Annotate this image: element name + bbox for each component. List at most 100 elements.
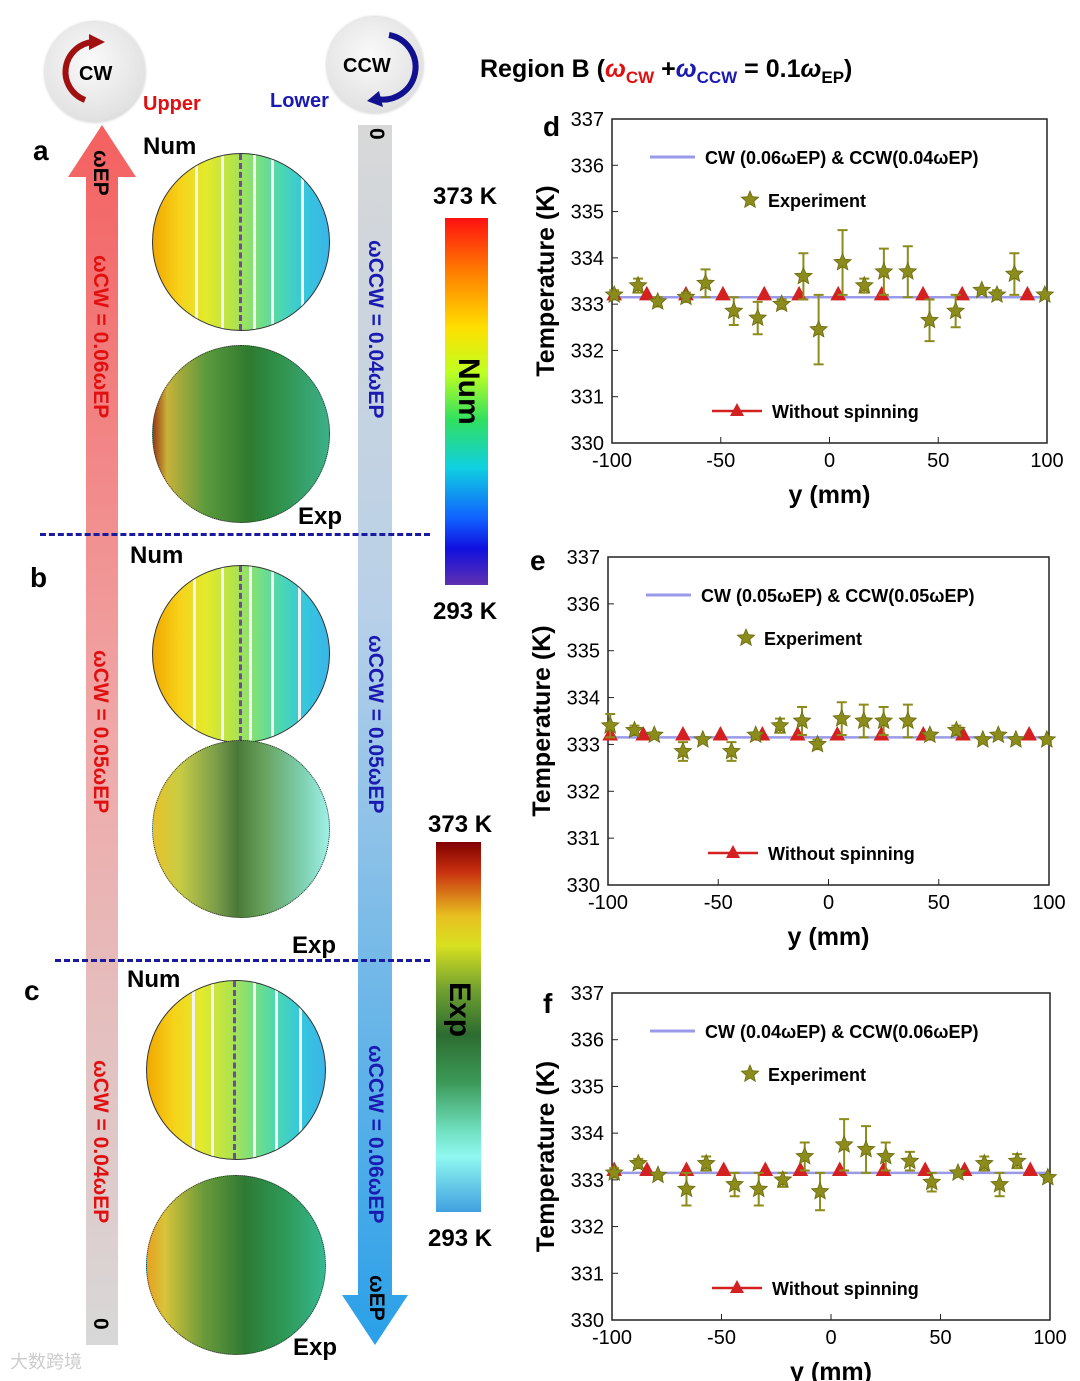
omega-ep: ω — [800, 55, 822, 83]
experiment-point — [644, 725, 664, 744]
num-colorbar-label: Num — [452, 358, 485, 425]
y-tick-label: 331 — [571, 387, 604, 409]
cw-speed-arrow — [68, 125, 136, 1345]
ccw-sub: CCW — [696, 68, 738, 87]
exp-field-c — [146, 1175, 326, 1355]
experiment-point — [746, 725, 766, 744]
legend-line-label: CW (0.04ωEP) & CCW(0.06ωEP) — [705, 1022, 978, 1042]
num-field-a — [152, 153, 330, 331]
without-spinning-point — [1019, 285, 1036, 301]
experiment-point — [792, 710, 812, 730]
without-spinning-point — [873, 285, 890, 301]
y-axis-label: Temperature (K) — [528, 625, 556, 816]
experiment-point — [972, 280, 992, 299]
experiment-point — [832, 708, 852, 727]
experiment-point — [856, 1139, 876, 1158]
divider-ab — [40, 533, 430, 536]
experiment-point — [773, 1169, 793, 1188]
experiment-point — [834, 1134, 854, 1153]
experiment-point — [725, 1174, 745, 1193]
x-tick-label: -50 — [707, 1327, 736, 1349]
y-tick-label: 333 — [567, 734, 600, 756]
panel-label-c: c — [24, 975, 40, 1006]
experiment-point — [946, 301, 966, 320]
num-label-a: Num — [143, 133, 197, 160]
y-tick-label: 337 — [571, 983, 604, 1005]
plot-frame — [607, 556, 1050, 886]
legend-without-swatch — [730, 403, 744, 416]
without-spinning-point — [715, 1161, 732, 1177]
experiment-point — [920, 310, 940, 329]
y-tick-label: 335 — [571, 202, 604, 224]
experiment-point — [696, 1153, 716, 1172]
red-arrow-top-label: ωEP — [89, 150, 112, 196]
experiment-point — [948, 1162, 968, 1181]
cw-speed-label-b: ωCW = 0.05ωEP — [89, 650, 112, 814]
cw-speed-label-c: ωCW = 0.04ωEP — [89, 1060, 112, 1224]
x-tick-label: -100 — [588, 892, 628, 914]
experiment-point — [721, 741, 741, 760]
legend-line-label: CW (0.06ωEP) & CCW(0.04ωEP) — [705, 148, 978, 168]
panel-label-a: a — [33, 135, 49, 166]
experiment-point — [898, 261, 918, 280]
y-tick-label: 334 — [571, 248, 604, 270]
exp-colorbar: Exp — [436, 842, 481, 1212]
experiment-point — [748, 307, 768, 327]
upper-label: Upper — [143, 93, 201, 115]
experiment-point — [795, 1146, 815, 1165]
blue-arrow-bottom-label: ωEP — [365, 1275, 388, 1321]
without-spinning-point — [1022, 1161, 1039, 1177]
y-axis-label: Temperature (K) — [532, 1061, 560, 1252]
title-prefix: Region B ( — [480, 55, 605, 83]
omega-ccw: ω — [675, 55, 697, 83]
x-axis-label: y (mm) — [788, 923, 870, 951]
experiment-point — [988, 725, 1008, 744]
legend-experiment-label: Experiment — [768, 1065, 866, 1085]
ccw-speed-label-b: ωCCW = 0.05ωEP — [364, 635, 387, 814]
y-tick-label: 331 — [567, 828, 600, 850]
experiment-point — [696, 273, 716, 292]
y-tick-label: 333 — [571, 294, 604, 316]
without-spinning-point — [715, 285, 731, 301]
ep-sub: EP — [821, 68, 845, 87]
x-tick-label: 0 — [825, 1327, 836, 1349]
omega-cw: ω — [605, 55, 626, 83]
ccw-label: CCW — [343, 55, 391, 77]
experiment-point — [673, 741, 693, 760]
y-tick-label: 332 — [571, 340, 604, 362]
blue-arrow-top-label: 0 — [365, 128, 388, 140]
experiment-point — [922, 1172, 942, 1191]
experiment-point — [624, 720, 644, 739]
num-label-b: Num — [130, 542, 184, 569]
experiment-point — [676, 287, 696, 306]
experiment-point — [1007, 1151, 1027, 1170]
panel-label-d: d — [543, 111, 560, 142]
without-spinning-point — [954, 285, 971, 301]
y-tick-label: 336 — [567, 594, 600, 616]
x-tick-label: 50 — [927, 450, 949, 472]
legend-experiment-swatch — [736, 627, 756, 647]
without-spinning-point — [915, 285, 931, 301]
ccw-rotation-arrow-icon — [367, 32, 419, 107]
lower-label: Lower — [270, 90, 329, 112]
experiment-point — [1035, 284, 1055, 304]
legend-experiment-label: Experiment — [764, 629, 862, 649]
x-tick-label: -50 — [704, 892, 733, 914]
y-tick-label: 336 — [571, 1030, 604, 1052]
legend-experiment-swatch — [740, 189, 760, 209]
exp-field-a — [152, 345, 330, 523]
experiment-point — [974, 1153, 994, 1172]
x-tick-label: 100 — [1032, 892, 1065, 914]
experiment-point — [854, 275, 874, 294]
experiment-point — [920, 725, 940, 744]
legend-without-label: Without spinning — [772, 402, 919, 422]
y-tick-label: 330 — [571, 433, 604, 455]
without-spinning-point — [1021, 726, 1037, 741]
experiment-point — [648, 1165, 668, 1184]
title-close: ) — [844, 55, 853, 83]
legend-line-label: CW (0.05ωEP) & CCW(0.05ωEP) — [701, 586, 974, 606]
region-title: Region B (ωCW +ωCCW = 0.1ωEP) — [480, 55, 852, 88]
experiment-point — [604, 284, 624, 304]
experiment-point — [600, 715, 620, 734]
y-tick-label: 332 — [571, 1217, 604, 1239]
